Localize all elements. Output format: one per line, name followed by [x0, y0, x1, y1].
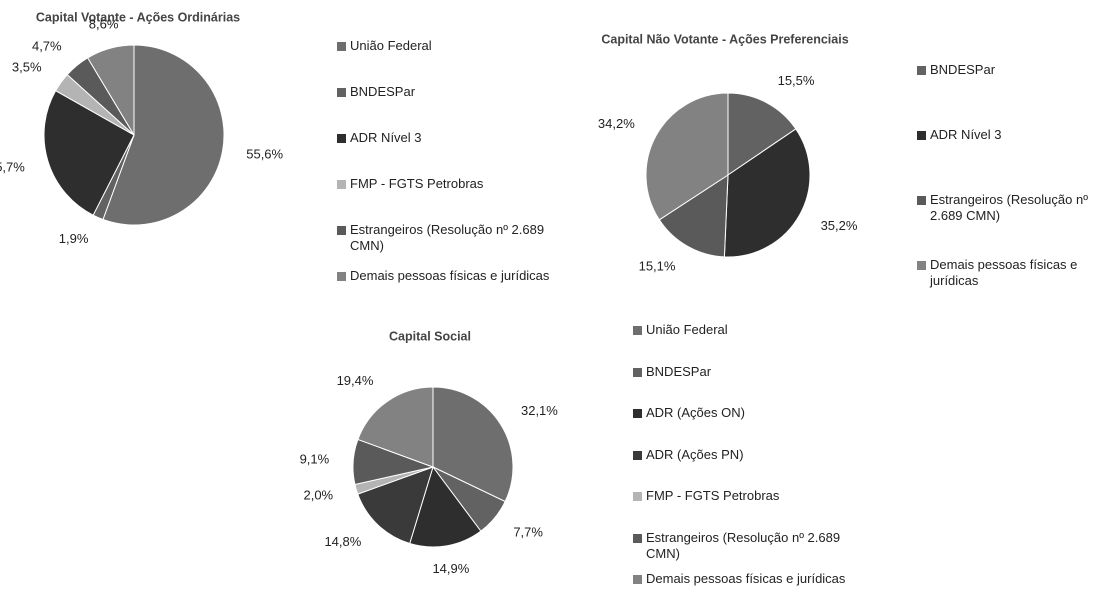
legend-swatch: [633, 367, 642, 377]
legend-swatch: [917, 196, 926, 205]
legend-label: ADR (Ações PN): [646, 446, 744, 462]
data-label: 7,7%: [513, 524, 543, 539]
legend-item: BNDESPar: [917, 62, 1110, 78]
legend-swatch: [917, 261, 926, 270]
data-label: 3,5%: [12, 60, 42, 75]
legend-swatch: [633, 492, 642, 501]
pie-slice: [645, 92, 729, 221]
data-label: 32,1%: [521, 403, 558, 418]
legend-item: Demais pessoas físicas e jurídicas: [917, 257, 1110, 289]
data-label: 14,9%: [432, 561, 469, 576]
legend-label: União Federal: [646, 322, 728, 337]
legend-swatch: [337, 180, 346, 189]
legend-item: Estrangeiros (Resolução nº 2.689 CMN): [633, 530, 846, 562]
pie-slice: [87, 44, 135, 137]
pie-slice: [658, 174, 729, 258]
legend-label: Demais pessoas físicas e jurídicas: [646, 571, 846, 586]
legend-item: União Federal: [633, 322, 846, 338]
data-label: 15,5%: [778, 73, 815, 88]
legend-item: ADR Nível 3: [337, 130, 550, 146]
pie-slice: [409, 465, 482, 548]
legend-label: ADR Nível 3: [930, 127, 1002, 142]
legend-swatch: [633, 326, 642, 335]
legend-swatch: [917, 131, 926, 140]
legend-label: ADR (Ações ON): [646, 405, 745, 420]
data-label: 55,6%: [246, 146, 283, 161]
data-label: 34,2%: [598, 116, 635, 131]
legend-item: Demais pessoas físicas e jurídicas: [337, 268, 550, 284]
legend-item: ADR (Ações ON): [633, 405, 846, 421]
legend-label: União Federal: [350, 38, 432, 53]
data-label: 35,2%: [821, 218, 858, 233]
legend-swatch: [337, 42, 346, 51]
data-label: 25,7%: [0, 159, 25, 174]
data-label: 2,0%: [303, 487, 333, 502]
pie-slice: [727, 92, 797, 176]
legend-label: Demais pessoas físicas e jurídicas: [350, 268, 550, 283]
legend-label: ADR Nível 3: [350, 130, 422, 145]
legend-swatch: [633, 533, 642, 543]
pie-slice: [43, 89, 135, 216]
legend-item: Demais pessoas físicas e jurídicas: [633, 571, 846, 587]
data-label: 14,8%: [324, 534, 361, 549]
legend-label: BNDESPar: [350, 84, 416, 99]
data-label: 8,6%: [89, 17, 119, 32]
legend-item: União Federal: [337, 38, 550, 54]
legend-item: ADR (Ações PN): [633, 447, 846, 463]
legend-label: FMP - FGTS Petrobras: [350, 176, 484, 191]
legend-swatch: [633, 575, 642, 584]
data-label: 15,1%: [639, 259, 676, 274]
data-label: 1,9%: [59, 231, 89, 246]
legend-swatch: [633, 450, 642, 460]
chart-title: Capital Social: [389, 329, 471, 343]
legend-swatch: [337, 226, 346, 235]
legend-swatch: [917, 66, 926, 75]
pie-slice: [102, 44, 225, 226]
legend-item: FMP - FGTS Petrobras: [337, 176, 550, 192]
legend-swatch: [633, 409, 642, 418]
legend-label: Estrangeiros (Resolução nº 2.689 CMN): [350, 222, 545, 253]
data-label: 9,1%: [300, 452, 330, 467]
legend-swatch: [337, 88, 346, 97]
legend-label: FMP - FGTS Petrobras: [646, 488, 780, 503]
legend-item: FMP - FGTS Petrobras: [633, 488, 846, 504]
pie-slice: [432, 386, 514, 503]
chart-title: Capital Não Votante - Ações Preferenciai…: [601, 32, 848, 46]
pie-slice: [357, 466, 434, 545]
legend-label: Demais pessoas físicas e jurídicas: [930, 257, 1078, 288]
legend-label: BNDESPar: [930, 62, 996, 77]
legend-item: Estrangeiros (Resolução nº 2.689 CMN): [917, 192, 1110, 224]
pie-slice: [357, 386, 434, 468]
legend-swatch: [337, 272, 346, 281]
pie-slice: [723, 128, 811, 258]
legend-label: Estrangeiros (Resolução nº 2.689 CMN): [930, 192, 1088, 223]
legend-item: BNDESPar: [337, 84, 550, 100]
legend-item: Estrangeiros (Resolução nº 2.689 CMN): [337, 222, 550, 254]
legend-item: ADR Nível 3: [917, 127, 1110, 143]
legend-label: Estrangeiros (Resolução nº 2.689 CMN): [646, 529, 841, 561]
data-label: 4,7%: [32, 38, 62, 53]
legend-item: BNDESPar: [633, 364, 846, 380]
data-label: 19,4%: [337, 373, 374, 388]
chart-title: Capital Votante - Ações Ordinárias: [36, 10, 240, 24]
legend-swatch: [337, 134, 346, 143]
legend-label: BNDESPar: [646, 363, 712, 379]
